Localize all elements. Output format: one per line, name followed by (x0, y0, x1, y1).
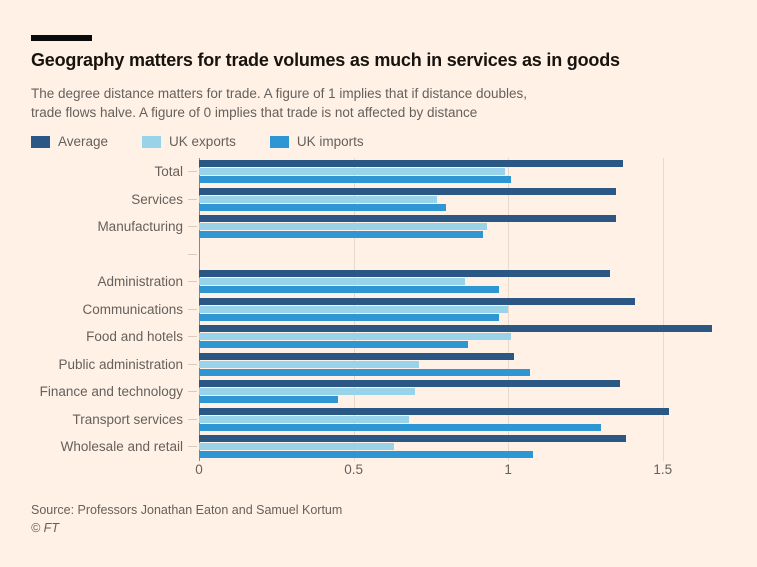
category-axis-tick (188, 171, 197, 172)
legend-swatch-uk-exports (142, 135, 162, 148)
bar-uk-exports-services (199, 195, 438, 203)
bar-average-public-administration (199, 352, 515, 360)
bar-group-transport-services (199, 407, 720, 431)
grouped-bar-chart: Total Services Manufacturing Administration… (0, 158, 757, 461)
accent-bar (31, 35, 92, 41)
bar-group-services (199, 187, 720, 211)
bar-average-finance-and-technology (199, 380, 620, 388)
chart-row-manufacturing: Manufacturing (0, 213, 757, 241)
bar-average-transport-services (199, 407, 669, 415)
bar-uk-exports-total (199, 168, 506, 176)
gridline-1.5 (662, 158, 664, 461)
bar-uk-exports-wholesale-and-retail (199, 443, 394, 451)
legend-label-uk-imports: UK imports (296, 134, 364, 149)
bar-uk-imports-services (199, 203, 447, 211)
chart-row-food-and-hotels: Food and hotels (0, 323, 757, 351)
chart-row-public-administration: Public administration (0, 351, 757, 379)
chart-row-services: Services (0, 186, 757, 214)
category-label-administration: Administration (97, 274, 183, 289)
legend-item-uk-exports: UK exports (142, 134, 236, 149)
category-label-public-administration: Public administration (58, 356, 183, 372)
legend-swatch-uk-imports (269, 135, 289, 148)
category-axis-tick (188, 226, 197, 227)
bar-uk-imports-finance-and-technology (199, 396, 339, 404)
gridline-1 (508, 158, 510, 461)
ft-copyright: © FT (31, 521, 59, 535)
subtitle-line-2: trade flows halve. A figure of 0 implies… (31, 105, 478, 120)
bar-uk-imports-total (199, 176, 512, 184)
legend-item-uk-imports: UK imports (269, 134, 364, 149)
chart-row-wholesale-and-retail: Wholesale and retail (0, 433, 757, 461)
chart-row-communications: Communications (0, 296, 757, 324)
category-label-services: Services (131, 191, 183, 207)
bar-uk-exports-public-administration (199, 360, 419, 368)
group-spacer-row (0, 241, 757, 269)
bar-uk-exports-manufacturing (199, 223, 487, 231)
bar-average-services (199, 187, 617, 195)
bar-average-communications (199, 297, 635, 305)
category-axis-tick (188, 418, 197, 420)
bar-uk-imports-transport-services (199, 423, 601, 431)
bar-uk-exports-transport-services (199, 415, 410, 423)
x-tick-label-1: 1 (504, 462, 512, 477)
legend-label-uk-exports: UK exports (169, 134, 236, 149)
category-axis-tick (188, 281, 197, 282)
chart-title: Geography matters for trade volumes as m… (31, 50, 620, 70)
bar-group-manufacturing (199, 215, 720, 239)
bar-uk-imports-communications (199, 313, 499, 321)
bar-uk-imports-food-and-hotels (199, 341, 468, 349)
bar-uk-imports-administration (199, 286, 499, 294)
x-axis-tick-labels: 0 0.5 1 1.5 (0, 462, 757, 478)
bar-average-manufacturing (199, 215, 617, 223)
category-label-manufacturing: Manufacturing (97, 219, 183, 234)
bar-average-total (199, 160, 623, 168)
category-label-total: Total (154, 164, 183, 179)
category-label-transport-services: Transport services (72, 411, 183, 427)
category-axis-tick (188, 336, 197, 337)
subtitle-line-1: The degree distance matters for trade. A… (31, 86, 528, 101)
bar-average-wholesale-and-retail (199, 435, 626, 443)
bar-uk-exports-food-and-hotels (199, 333, 512, 341)
chart-row-finance-and-technology: Finance and technology (0, 378, 757, 406)
bar-uk-exports-communications (199, 305, 509, 313)
bar-uk-imports-public-administration (199, 368, 530, 376)
category-label-communications: Communications (82, 301, 183, 317)
bar-group-communications (199, 297, 720, 321)
chart-row-total: Total (0, 158, 757, 186)
category-axis-tick (188, 391, 197, 392)
legend: Average UK exports UK imports (31, 134, 364, 149)
bar-uk-imports-wholesale-and-retail (199, 451, 533, 459)
source-note: Source: Professors Jonathan Eaton and Sa… (31, 503, 343, 517)
category-label-wholesale-and-retail: Wholesale and retail (60, 439, 183, 454)
category-label-finance-and-technology: Finance and technology (39, 384, 183, 399)
bar-average-administration (199, 270, 611, 278)
x-tick-label-0: 0 (195, 462, 203, 477)
x-tick-label-1.5: 1.5 (653, 462, 673, 477)
category-axis-tick (188, 446, 197, 447)
x-tick-label-0.5: 0.5 (344, 462, 363, 477)
bar-uk-exports-finance-and-technology (199, 388, 416, 396)
category-axis-tick (188, 363, 197, 365)
bar-uk-exports-administration (199, 278, 465, 286)
bar-group-public-administration (199, 352, 720, 376)
chart-row-administration: Administration (0, 268, 757, 296)
category-label-food-and-hotels: Food and hotels (86, 329, 183, 344)
category-axis-tick (188, 253, 197, 255)
chart-row-transport-services: Transport services (0, 406, 757, 434)
category-axis-tick (188, 198, 197, 200)
bar-group-wholesale-and-retail (199, 435, 720, 459)
bar-group-food-and-hotels (199, 325, 720, 349)
category-axis-tick (188, 308, 197, 310)
bar-uk-imports-manufacturing (199, 231, 484, 239)
bar-average-food-and-hotels (199, 325, 713, 333)
legend-swatch-average (31, 135, 50, 148)
bar-group-administration (199, 270, 720, 294)
chart-subtitle: The degree distance matters for trade. A… (31, 84, 731, 122)
bar-group-total (199, 160, 720, 184)
legend-item-average: Average (31, 134, 108, 149)
legend-label-average: Average (58, 134, 109, 149)
bar-group-finance-and-technology (199, 380, 720, 404)
